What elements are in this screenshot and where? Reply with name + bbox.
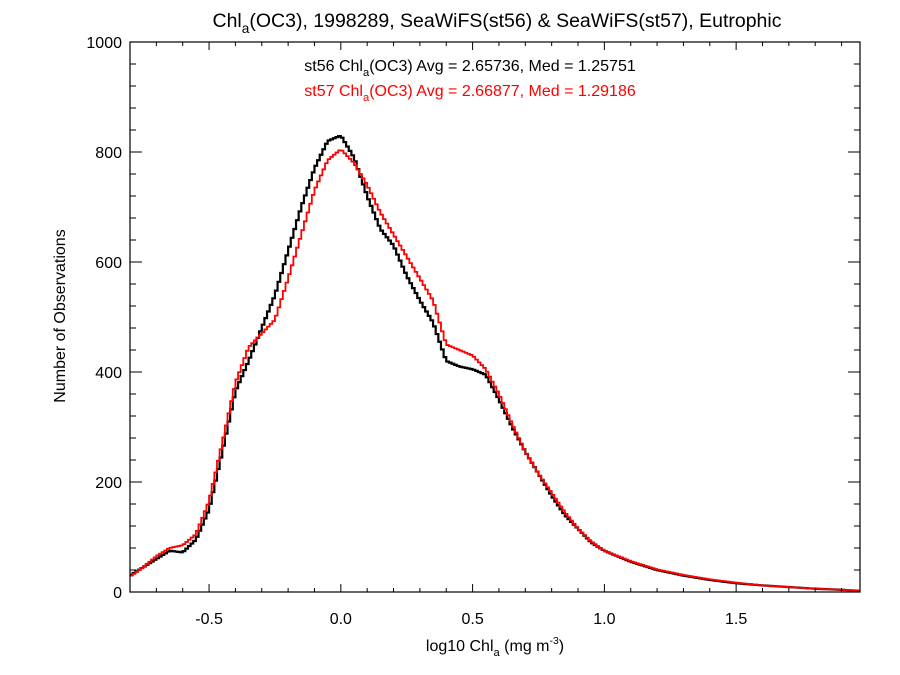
x-tick-label: -0.5	[195, 611, 223, 628]
series-line-st57	[130, 149, 860, 592]
y-axis-label: Number of Observations	[52, 229, 69, 402]
legend-entry-st56: st56 Chla(OC3) Avg = 2.65736, Med = 1.25…	[304, 58, 636, 79]
y-tick-label: 600	[95, 255, 122, 272]
series-line-st56	[130, 134, 860, 592]
legend-entry-st57: st57 Chla(OC3) Avg = 2.66877, Med = 1.29…	[304, 83, 636, 104]
x-tick-label: 1.5	[725, 611, 747, 628]
y-tick-label: 0	[113, 585, 122, 602]
series-layer	[130, 134, 860, 592]
chart-title: Chla(OC3), 1998289, SeaWiFS(st56) & SeaW…	[213, 10, 782, 36]
x-tick-label: 0.5	[461, 611, 483, 628]
y-tick-label: 400	[95, 365, 122, 382]
plot-frame	[129, 41, 861, 593]
x-axis-label: log10 Chla (mg m-3)	[426, 636, 564, 659]
x-tick-label: 0.0	[330, 611, 352, 628]
y-tick-label: 800	[95, 145, 122, 162]
axis-layer: -0.5 0.0 0.5 1.0 1.5 0 200 400 600 800 1000	[86, 35, 860, 628]
y-tick-label: 200	[95, 475, 122, 492]
y-tick-label: 1000	[86, 35, 122, 52]
x-tick-label: 1.0	[593, 611, 615, 628]
